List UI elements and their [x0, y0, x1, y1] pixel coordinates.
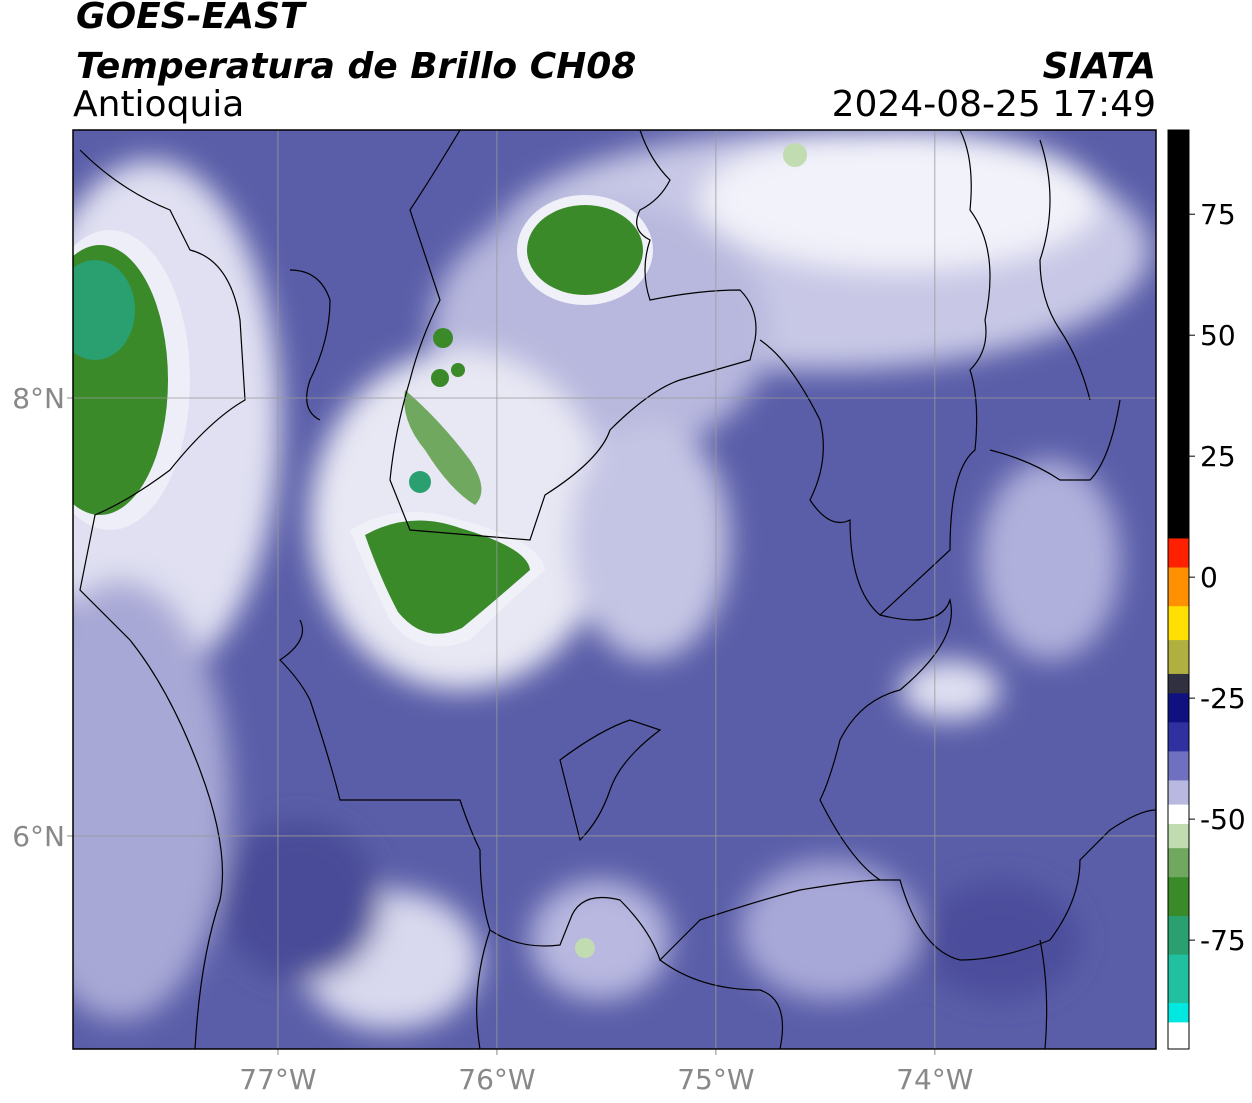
map-field	[73, 130, 1156, 1049]
colorbar-band	[1168, 751, 1189, 781]
colorbar-tick-label: 50	[1200, 319, 1236, 352]
colorbar-tick-label: 25	[1200, 440, 1236, 473]
colorbar: 75 50 25 0 -25 -50 -75	[1168, 130, 1246, 1050]
y-tick-label: 6°N	[12, 820, 65, 853]
grid: 77°W 76°W 75°W 74°W 8°N 6°N	[12, 130, 1156, 1096]
region-label: Antioquia	[73, 84, 244, 125]
colorbar-band	[1168, 567, 1189, 607]
chart-subtitle: Temperatura de Brillo CH08	[76, 46, 636, 87]
datetime-label: 2024-08-25 17:49	[832, 84, 1156, 125]
colorbar-band	[1168, 640, 1189, 675]
colorbar-tick-label: -50	[1200, 803, 1246, 836]
colorbar-band	[1168, 1003, 1189, 1023]
colorbar-tick-label: -25	[1200, 682, 1246, 715]
colorbar-band	[1168, 538, 1189, 568]
colorbar-band	[1168, 823, 1189, 849]
source-label: SIATA	[1043, 46, 1156, 87]
colorbar-band	[1168, 606, 1189, 641]
colorbar-band	[1168, 722, 1189, 752]
y-tick-label: 8°N	[12, 382, 65, 415]
map-frame	[72, 129, 1157, 1050]
x-tick-label: 74°W	[896, 1063, 973, 1096]
colorbar-band	[1168, 673, 1189, 694]
colorbar-band	[1168, 130, 1189, 539]
colorbar-band	[1168, 877, 1189, 917]
borders	[79, 130, 1156, 1049]
colorbar-band	[1168, 804, 1189, 825]
colorbar-band	[1168, 780, 1189, 806]
colorbar-band	[1168, 915, 1189, 956]
colorbar-band	[1168, 693, 1189, 723]
x-tick-label: 76°W	[458, 1063, 535, 1096]
colorbar-frame	[1167, 129, 1190, 1050]
colorbar-band	[1168, 954, 1189, 1004]
colorbar-band	[1168, 1022, 1189, 1050]
chart-title: GOES-EAST	[76, 0, 307, 37]
x-tick-label: 77°W	[239, 1063, 316, 1096]
cold-cloud-tops	[73, 143, 807, 958]
colorbar-tick-label: 0	[1200, 561, 1218, 594]
x-tick-label: 75°W	[677, 1063, 754, 1096]
colorbar-band	[1168, 848, 1189, 878]
colorbar-tick-label: -75	[1200, 924, 1246, 957]
colorbar-tick-label: 75	[1200, 198, 1236, 231]
